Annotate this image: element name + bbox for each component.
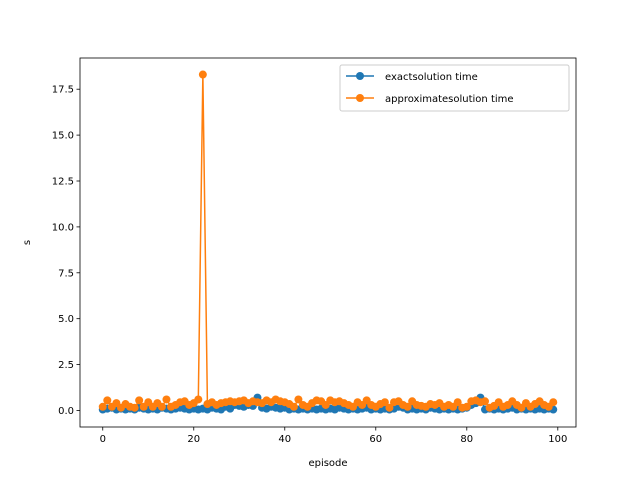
data-point	[98, 402, 107, 411]
data-point	[289, 402, 298, 411]
data-point	[194, 395, 203, 404]
data-point	[130, 403, 139, 412]
data-point	[385, 403, 394, 412]
x-tick-label: 100	[548, 434, 567, 445]
data-point	[403, 402, 412, 411]
data-point	[162, 395, 171, 404]
y-tick-label: 17.5	[52, 85, 74, 96]
y-tick-label: 7.5	[58, 268, 74, 279]
y-tick-label: 2.5	[58, 360, 74, 371]
x-tick-label: 40	[278, 434, 291, 445]
plot-series-group	[98, 70, 558, 414]
data-point	[294, 395, 303, 404]
y-tick-label: 12.5	[52, 177, 74, 188]
data-point	[480, 397, 489, 406]
x-tick-label: 20	[187, 434, 200, 445]
data-point	[103, 396, 112, 405]
y-tick-label: 15.0	[52, 131, 74, 142]
data-point	[198, 70, 207, 79]
x-tick-label: 60	[369, 434, 382, 445]
y-tick-label: 10.0	[52, 222, 74, 233]
y-tick-label: 5.0	[58, 314, 74, 325]
data-point	[135, 396, 144, 405]
legend-box	[339, 64, 570, 112]
y-axis-label: s	[22, 240, 33, 245]
legend: exactsolution time approximatesolution ti…	[339, 64, 570, 112]
legend-label-2: approximatesolution time	[385, 94, 514, 105]
x-tick-label: 0	[100, 434, 106, 445]
data-point	[462, 402, 471, 411]
x-axis-label: episode	[308, 458, 347, 469]
data-point	[157, 402, 166, 411]
legend-marker-1	[356, 72, 364, 80]
legend-label-1: exactsolution time	[385, 72, 478, 83]
plot-frame	[79, 57, 577, 428]
data-point	[549, 398, 558, 407]
y-tick-label: 0.0	[58, 406, 74, 417]
axes-group: 0 20 40 60 80 100 0.0 2.5 5.0 7.5 10.0 12.5 15.0 17.5	[52, 57, 577, 445]
data-point	[453, 398, 462, 407]
legend-marker-2	[356, 94, 364, 102]
data-point	[380, 398, 389, 407]
x-tick-label: 80	[460, 434, 473, 445]
